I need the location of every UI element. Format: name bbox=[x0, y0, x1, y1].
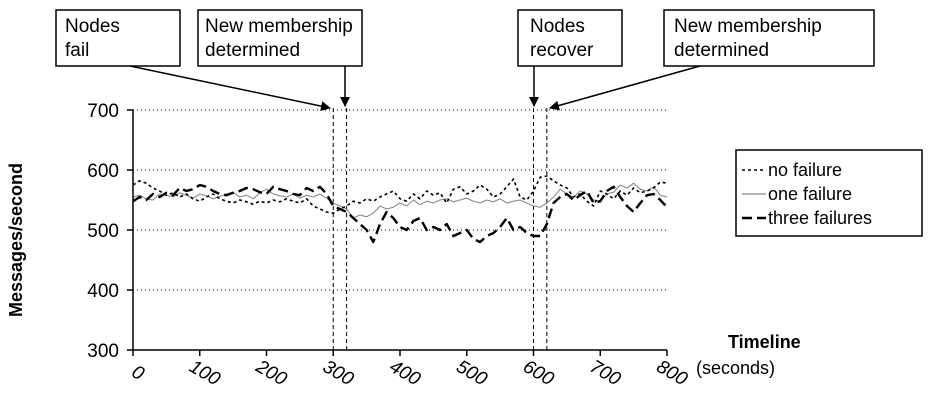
legend-label-no-failure: no failure bbox=[768, 160, 842, 180]
annotation-membership-1: New membership determined bbox=[197, 9, 363, 67]
y-tick-label-400: 400 bbox=[87, 281, 119, 302]
series-three-failures bbox=[132, 183, 668, 244]
legend: no failure one failure three failures bbox=[735, 149, 923, 237]
y-tick-label-300: 300 bbox=[87, 341, 119, 362]
series-no-failure bbox=[132, 175, 668, 214]
axis-layer: 300 400 500 600 700 0 100 200 300 400 500 600 700 800 bbox=[87, 101, 691, 390]
annotation-membership-2: New membership determined bbox=[663, 9, 875, 67]
annotation-nodes-fail-line1: Nodes bbox=[65, 16, 120, 37]
y-axis-label: Messages/second bbox=[6, 163, 26, 317]
annotation-vlines bbox=[332, 108, 548, 350]
legend-label-one-failure: one failure bbox=[768, 184, 852, 204]
x-tick-label-200: 200 bbox=[251, 356, 290, 391]
x-axis-label: Timeline bbox=[728, 332, 801, 352]
annotation-membership-2-line1: New membership bbox=[674, 16, 822, 37]
x-tick-label-600: 600 bbox=[519, 356, 557, 390]
legend-label-three-failures: three failures bbox=[768, 208, 872, 228]
annotation-membership-1-line2: determined bbox=[205, 40, 300, 61]
arrow-nodes-fail bbox=[129, 65, 331, 112]
x-tick-label-800: 800 bbox=[653, 356, 691, 390]
annotation-membership-2-line2: determined bbox=[674, 40, 769, 61]
annotation-nodes-fail: Nodes fail bbox=[55, 9, 181, 67]
annotation-nodes-recover-line1: Nodes bbox=[530, 16, 585, 37]
x-axis-unit: (seconds) bbox=[696, 358, 775, 378]
y-tick-label-700: 700 bbox=[87, 101, 119, 122]
x-tick-label-0: 0 bbox=[128, 361, 148, 385]
grid-layer bbox=[133, 109, 667, 291]
annotation-nodes-recover: Nodes recover bbox=[517, 9, 623, 67]
y-tick-label-500: 500 bbox=[87, 221, 119, 242]
x-tick-label-300: 300 bbox=[319, 356, 357, 390]
x-tick-label-100: 100 bbox=[186, 356, 224, 390]
x-tick-label-700: 700 bbox=[586, 356, 624, 390]
series-layer bbox=[132, 175, 668, 244]
annotation-membership-1-line1: New membership bbox=[205, 16, 353, 37]
y-tick-label-600: 600 bbox=[87, 161, 119, 182]
annotation-nodes-fail-line2: fail bbox=[65, 40, 89, 61]
x-tick-label-500: 500 bbox=[453, 356, 491, 390]
annotation-nodes-recover-line2: recover bbox=[530, 40, 594, 61]
arrow-membership-2 bbox=[549, 65, 701, 111]
x-tick-label-400: 400 bbox=[386, 356, 424, 390]
series-one-failure bbox=[132, 182, 668, 219]
